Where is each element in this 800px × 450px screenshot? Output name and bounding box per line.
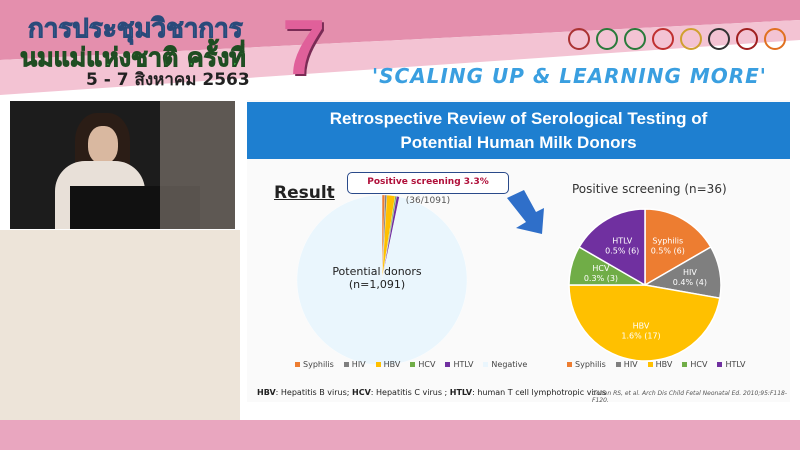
event-title-line1: การประชุมวิชาการ [28, 14, 244, 45]
pie-slice-syphilis [644, 208, 712, 287]
slice-label: HIV [683, 268, 697, 277]
slice-label: HTLV [612, 237, 632, 246]
pie-slice-hbv [568, 284, 721, 362]
positive-screening-callout: Positive screening 3.3% (36/1091) [347, 172, 509, 206]
pie-slice-htlv [578, 208, 646, 287]
legend-item-syphilis: Syphilis [567, 360, 606, 369]
legend-item-negative: Negative [483, 360, 527, 369]
left-legend: Syphilis HIV HBV HCV HTLV Negative [295, 360, 527, 369]
logo-icon [596, 28, 618, 50]
callout-bold: Positive screening 3.3% [367, 177, 489, 187]
legend-item-hbv: HBV [647, 360, 672, 369]
footnote: HBV: Hepatitis B virus; HCV: Hepatitis C… [257, 388, 607, 397]
slice-label: 0.5% (6) [605, 247, 639, 256]
pie-slice-negative [296, 195, 468, 365]
legend-item-hiv: HIV [615, 360, 638, 369]
legend-item-hiv: HIV [343, 360, 366, 369]
right-legend: Syphilis HIV HBV HCV HTLV [567, 360, 745, 369]
logo-icon [568, 28, 590, 50]
event-title-line2: นมแม่แห่งชาติ ครั้งที่ [20, 43, 247, 73]
logo-icon [652, 28, 674, 50]
arrow-icon [507, 190, 544, 234]
center-n: (n=1,091) [348, 278, 406, 291]
slice-label: 0.3% (3) [584, 274, 618, 283]
legend-item-hcv: HCV [682, 360, 707, 369]
callout-rest: (36/1091) [405, 196, 451, 206]
logo-icon [624, 28, 646, 50]
event-slogan: 'SCALING UP & LEARNING MORE' [372, 64, 767, 88]
child-photo [0, 230, 240, 420]
left-pie-center-label: Potential donors (n=1,091) [317, 265, 437, 291]
center-label: Potential donors [332, 265, 422, 278]
event-dates: 5 - 7 สิงหาคม 2563 [86, 70, 250, 90]
presentation-slide: Retrospective Review of Serological Test… [247, 100, 790, 404]
slice-label: 0.4% (4) [673, 278, 707, 287]
logo-icon [708, 28, 730, 50]
result-label: Result [274, 183, 335, 203]
donors-pie-chart [296, 195, 468, 365]
slice-label: Syphilis [652, 237, 683, 246]
sponsor-logos [568, 28, 786, 50]
logo-icon [764, 28, 786, 50]
slice-label: HBV [633, 321, 650, 330]
legend-item-hbv: HBV [375, 360, 400, 369]
event-number: 7 [282, 3, 326, 91]
slide-title-line1: Retrospective Review of Serological Test… [329, 109, 708, 128]
bottom-strip [0, 420, 800, 450]
slice-label: 0.5% (6) [651, 247, 685, 256]
legend-item-hcv: HCV [410, 360, 435, 369]
right-pie-title: Positive screening (n=36) [572, 182, 727, 196]
slice-label: 1.6% (17) [621, 331, 660, 340]
logo-icon [680, 28, 702, 50]
slide-header: Retrospective Review of Serological Test… [247, 102, 790, 159]
legend-item-syphilis: Syphilis [295, 360, 334, 369]
citation: Cohen RS, et al. Arch Dis Child Fetal Ne… [592, 390, 788, 404]
legend-item-htlv: HTLV [717, 360, 745, 369]
slide-title-line2: Potential Human Milk Donors [400, 133, 637, 152]
logo-icon [736, 28, 758, 50]
speaker-video [10, 101, 235, 229]
slice-label: HCV [592, 264, 610, 273]
legend-item-htlv: HTLV [445, 360, 473, 369]
